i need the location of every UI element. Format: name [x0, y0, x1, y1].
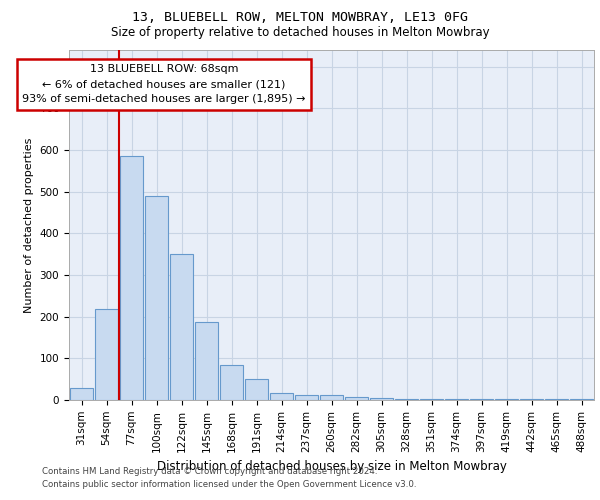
X-axis label: Distribution of detached houses by size in Melton Mowbray: Distribution of detached houses by size …	[157, 460, 506, 473]
Bar	[95, 309, 118, 400]
Bar	[220, 366, 243, 400]
Text: Size of property relative to detached houses in Melton Mowbray: Size of property relative to detached ho…	[110, 26, 490, 39]
Text: 13, BLUEBELL ROW, MELTON MOWBRAY, LE13 0FG: 13, BLUEBELL ROW, MELTON MOWBRAY, LE13 0…	[132, 11, 468, 24]
Y-axis label: Number of detached properties: Number of detached properties	[24, 138, 34, 312]
Bar	[445, 399, 468, 400]
Bar	[420, 399, 443, 400]
Bar	[70, 388, 93, 400]
Bar	[470, 399, 493, 400]
Text: Contains HM Land Registry data © Crown copyright and database right 2024.: Contains HM Land Registry data © Crown c…	[42, 467, 377, 476]
Bar	[395, 399, 418, 400]
Bar	[245, 379, 268, 400]
Bar	[570, 399, 593, 400]
Bar	[270, 393, 293, 400]
Bar	[295, 395, 318, 400]
Text: Contains public sector information licensed under the Open Government Licence v3: Contains public sector information licen…	[42, 480, 416, 489]
Text: 13 BLUEBELL ROW: 68sqm
← 6% of detached houses are smaller (121)
93% of semi-det: 13 BLUEBELL ROW: 68sqm ← 6% of detached …	[22, 64, 306, 104]
Bar	[145, 196, 168, 400]
Bar	[195, 322, 218, 400]
Bar	[495, 399, 518, 400]
Bar	[520, 399, 543, 400]
Bar	[345, 397, 368, 400]
Bar	[170, 254, 193, 400]
Bar	[120, 156, 143, 400]
Bar	[320, 395, 343, 400]
Bar	[370, 398, 393, 400]
Bar	[545, 399, 568, 400]
